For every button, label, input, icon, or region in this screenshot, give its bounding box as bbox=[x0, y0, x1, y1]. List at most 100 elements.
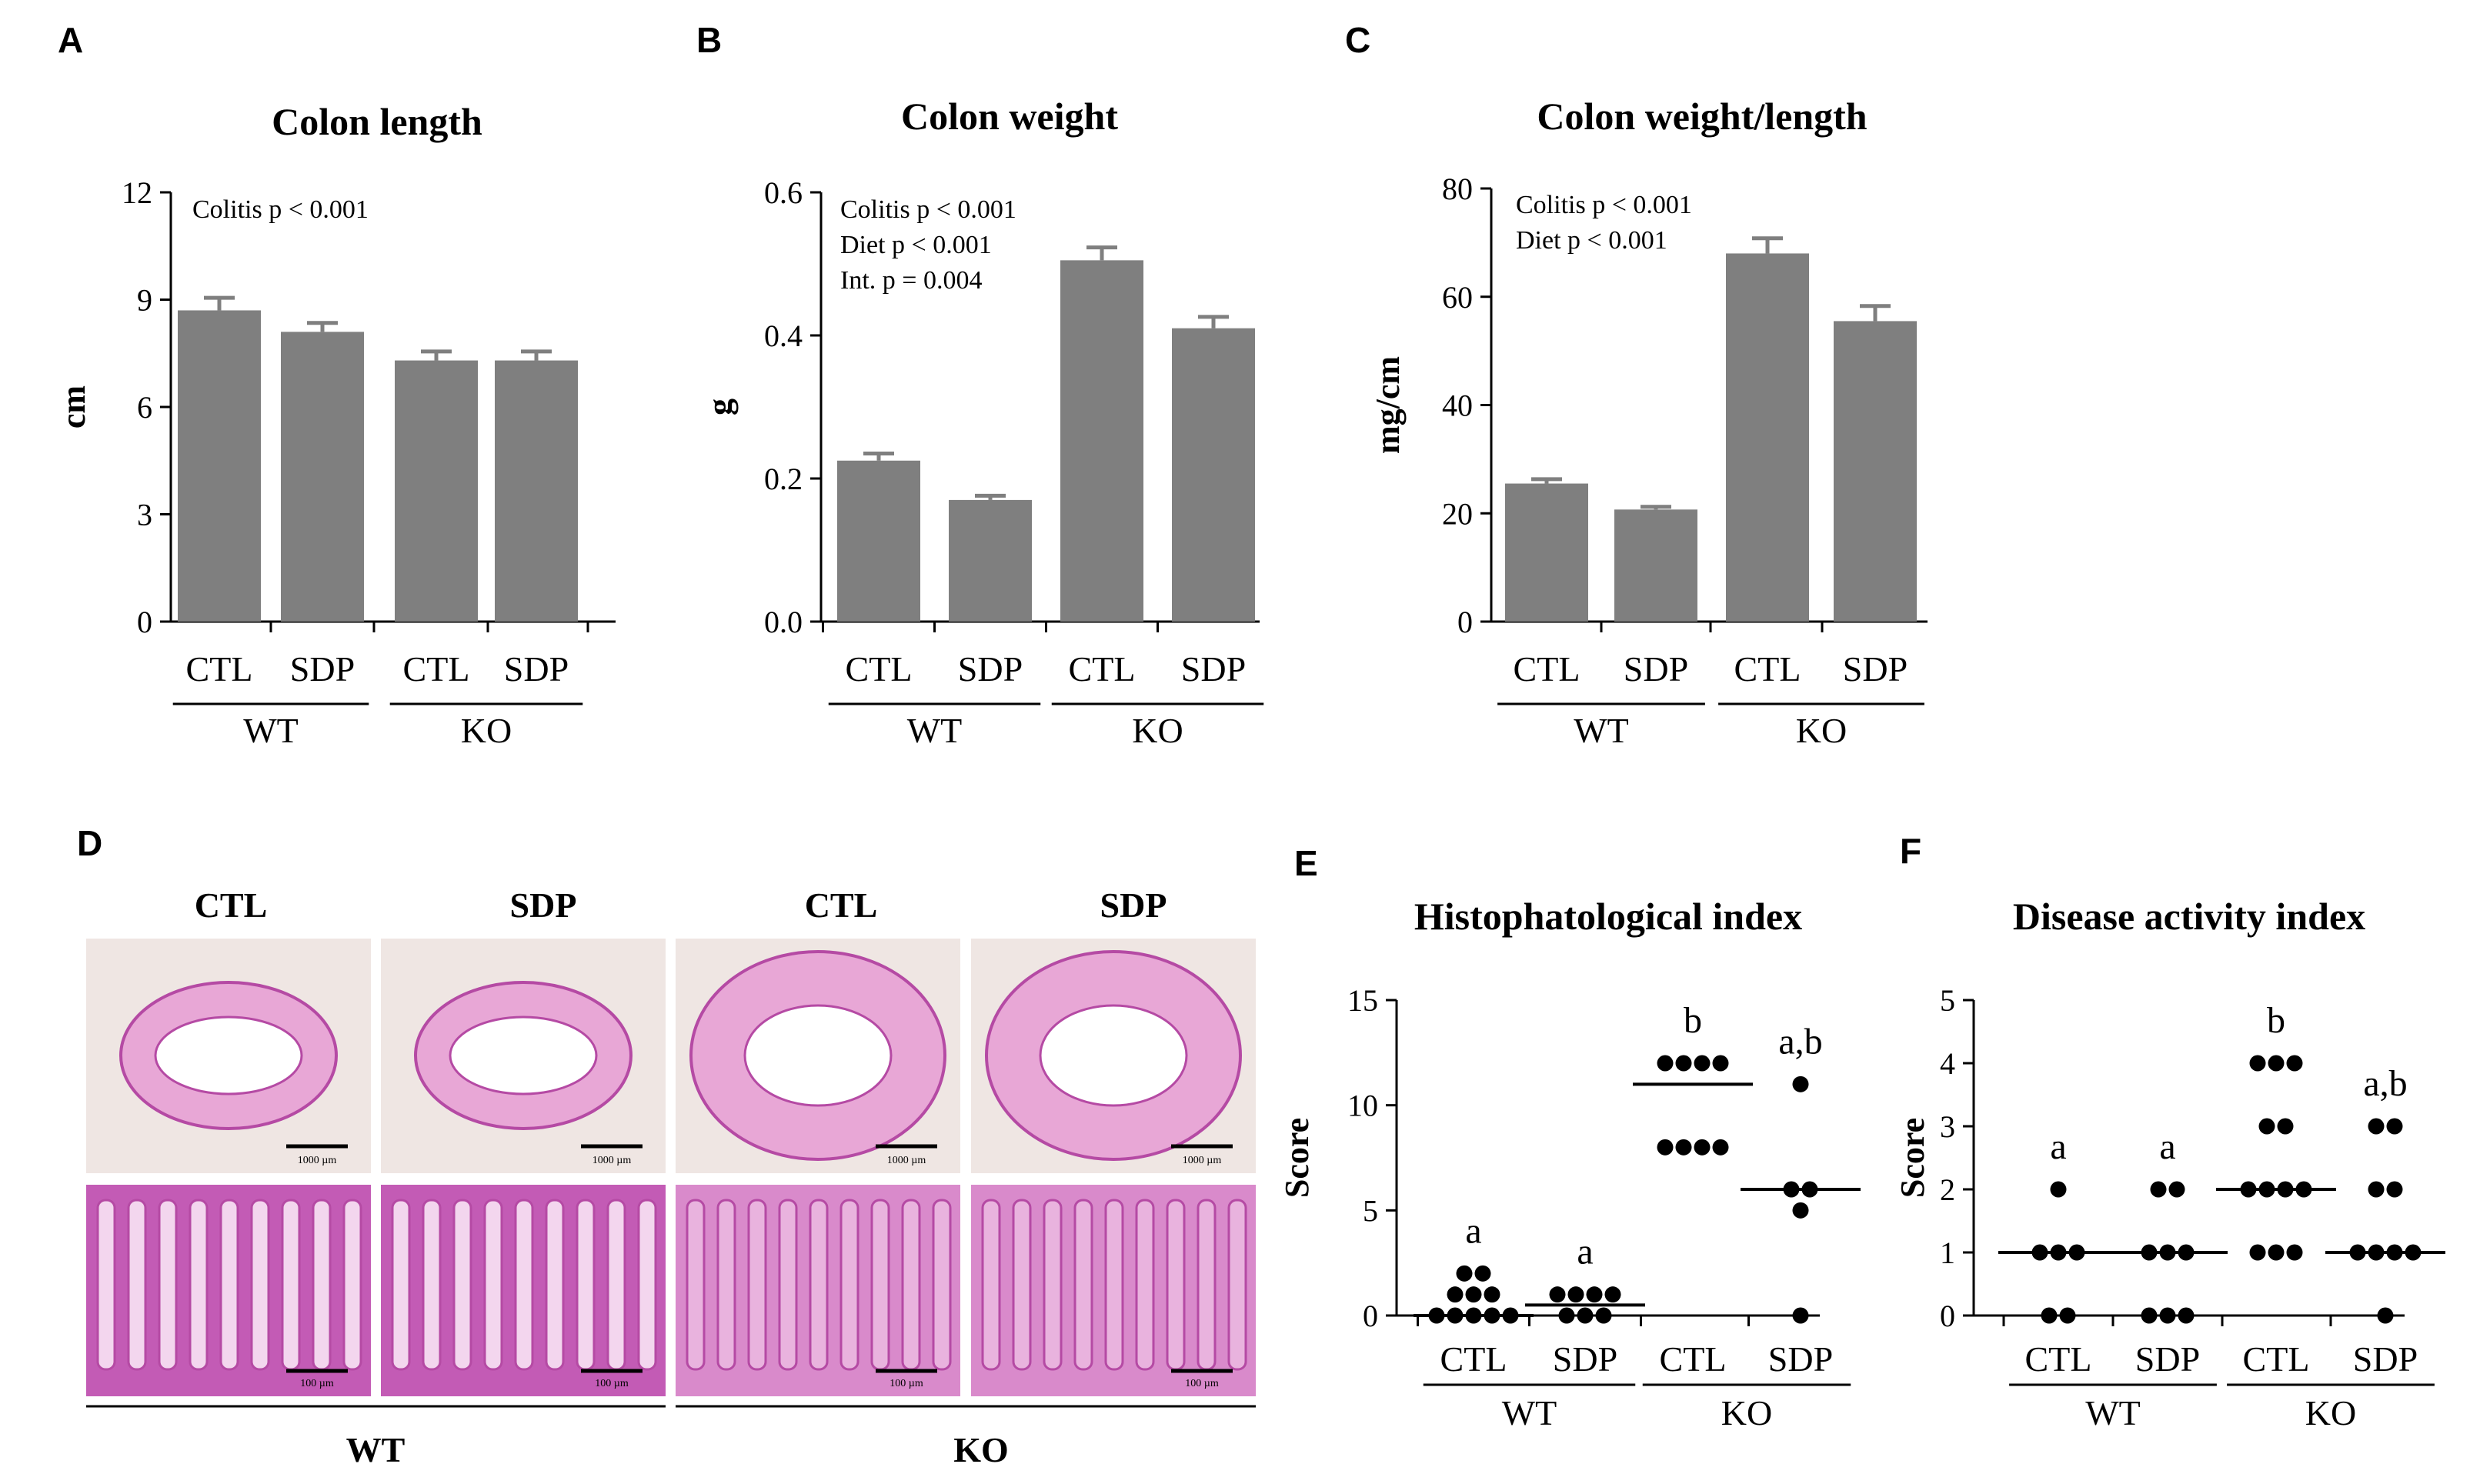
crypt bbox=[1104, 1199, 1124, 1371]
y-tick-label: 0 bbox=[1363, 1299, 1378, 1333]
chart-title: Histophatological index bbox=[1414, 895, 1802, 938]
crypt bbox=[1135, 1199, 1155, 1371]
crypt bbox=[514, 1199, 534, 1371]
scale-bar-label: 1000 µm bbox=[887, 1155, 926, 1166]
crypt bbox=[1197, 1199, 1217, 1371]
stats-annotation: Colitis p < 0.001 bbox=[840, 195, 1016, 224]
x-category-label: SDP bbox=[958, 649, 1023, 689]
crypt bbox=[576, 1199, 596, 1371]
group-label-ko: KO bbox=[461, 711, 512, 750]
scale-bar-label: 1000 µm bbox=[592, 1155, 632, 1166]
significance-letter: a,b bbox=[2363, 1063, 2407, 1104]
x-category-label: SDP bbox=[290, 649, 355, 689]
data-point bbox=[1657, 1055, 1674, 1072]
y-tick-label: 0 bbox=[137, 605, 152, 639]
y-axis-label: cm bbox=[55, 385, 92, 429]
y-tick-label: 1 bbox=[1940, 1236, 1955, 1270]
group-label-ko: KO bbox=[2305, 1393, 2356, 1432]
significance-letter: b bbox=[2267, 1000, 2285, 1041]
scale-bar-label: 1000 µm bbox=[1183, 1155, 1222, 1166]
y-tick-label: 15 bbox=[1347, 983, 1378, 1018]
bar bbox=[949, 499, 1032, 622]
bar bbox=[1172, 328, 1255, 622]
x-category-label: SDP bbox=[1768, 1339, 1833, 1379]
x-category-label: SDP bbox=[2353, 1339, 2418, 1379]
y-tick-label: 5 bbox=[1940, 983, 1955, 1018]
bar bbox=[281, 332, 364, 622]
bar bbox=[1834, 321, 1917, 622]
data-point bbox=[1567, 1286, 1584, 1303]
data-point bbox=[2277, 1118, 2294, 1135]
y-tick-label: 10 bbox=[1347, 1089, 1378, 1123]
bar bbox=[1060, 260, 1143, 622]
chart-title: Colon weight/length bbox=[1537, 95, 1867, 138]
stats-annotation: Colitis p < 0.001 bbox=[192, 195, 369, 224]
crypt bbox=[839, 1199, 859, 1371]
y-tick-label: 2 bbox=[1940, 1172, 1955, 1207]
data-point bbox=[1604, 1286, 1621, 1303]
x-category-label: CTL bbox=[2025, 1339, 2092, 1379]
data-point bbox=[2386, 1118, 2403, 1135]
crypt bbox=[96, 1199, 116, 1371]
x-category-label: CTL bbox=[186, 649, 253, 689]
group-label-wt: WT bbox=[1502, 1393, 1557, 1432]
x-category-label: SDP bbox=[1181, 649, 1246, 689]
data-point bbox=[2059, 1307, 2076, 1324]
data-point bbox=[1712, 1055, 1729, 1072]
data-point bbox=[1792, 1075, 1809, 1092]
chart-title: Colon weight bbox=[901, 95, 1118, 138]
crypt bbox=[127, 1199, 147, 1371]
bar bbox=[495, 360, 578, 622]
crypt bbox=[219, 1199, 239, 1371]
data-point bbox=[2168, 1181, 2185, 1198]
data-point bbox=[2150, 1181, 2167, 1198]
crypt bbox=[809, 1199, 829, 1371]
y-tick-label: 5 bbox=[1363, 1193, 1378, 1228]
scale-bar-label: 1000 µm bbox=[298, 1155, 337, 1166]
stats-annotation: Int. p = 0.004 bbox=[840, 266, 982, 295]
x-category-label: SDP bbox=[2135, 1339, 2200, 1379]
y-tick-label: 0 bbox=[1457, 605, 1473, 639]
data-point bbox=[2141, 1307, 2158, 1324]
data-point bbox=[1558, 1307, 1575, 1324]
crypt bbox=[981, 1199, 1001, 1371]
y-tick-label: 6 bbox=[137, 390, 152, 425]
group-label-wt: WT bbox=[907, 711, 963, 750]
chart-colon-length: Colon length cm 0 3 6 9 12 CTL SDP CTL SDP WT KO Coli… bbox=[55, 100, 616, 750]
y-tick-label: 9 bbox=[137, 283, 152, 318]
group-label-ko: KO bbox=[1132, 711, 1183, 750]
chart-title: Colon length bbox=[272, 100, 482, 143]
data-point bbox=[1694, 1055, 1711, 1072]
x-category-label: SDP bbox=[1624, 649, 1688, 689]
data-point bbox=[1465, 1286, 1482, 1303]
y-tick-label: 3 bbox=[1940, 1109, 1955, 1144]
chart-disease-activity-index: Disease activity index Score 0 1 2 3 4 5 CTL SDP C… bbox=[1894, 895, 2445, 1432]
crypt bbox=[422, 1199, 442, 1371]
chart-colon-weight: Colon weight g 0.0 0.2 0.4 0.6 CTL SDP CTL SDP WT K… bbox=[701, 95, 1264, 750]
x-category-label: CTL bbox=[2243, 1339, 2310, 1379]
chart-title: Disease activity index bbox=[2013, 895, 2365, 938]
bar bbox=[837, 460, 920, 622]
data-point bbox=[2258, 1118, 2275, 1135]
y-axis-label: Score bbox=[1894, 1118, 1931, 1198]
bar bbox=[1614, 509, 1697, 622]
data-point bbox=[1694, 1139, 1711, 1156]
data-point bbox=[1675, 1055, 1692, 1072]
data-point bbox=[1447, 1286, 1464, 1303]
crypt bbox=[1166, 1199, 1186, 1371]
bar bbox=[178, 310, 261, 622]
panel-letter-a: A bbox=[58, 20, 83, 60]
histology-column-label: CTL bbox=[805, 885, 878, 925]
crypt bbox=[452, 1199, 472, 1371]
x-category-label: CTL bbox=[1514, 649, 1580, 689]
data-point bbox=[2041, 1307, 2058, 1324]
data-point bbox=[2249, 1055, 2266, 1072]
panel-letter-b: B bbox=[696, 20, 722, 60]
histology-column-label: SDP bbox=[1100, 885, 1167, 925]
data-point bbox=[2386, 1181, 2403, 1198]
data-point bbox=[2368, 1181, 2385, 1198]
crypt bbox=[342, 1199, 362, 1371]
panel-letter-f: F bbox=[1900, 831, 1921, 871]
data-point bbox=[2050, 1181, 2067, 1198]
